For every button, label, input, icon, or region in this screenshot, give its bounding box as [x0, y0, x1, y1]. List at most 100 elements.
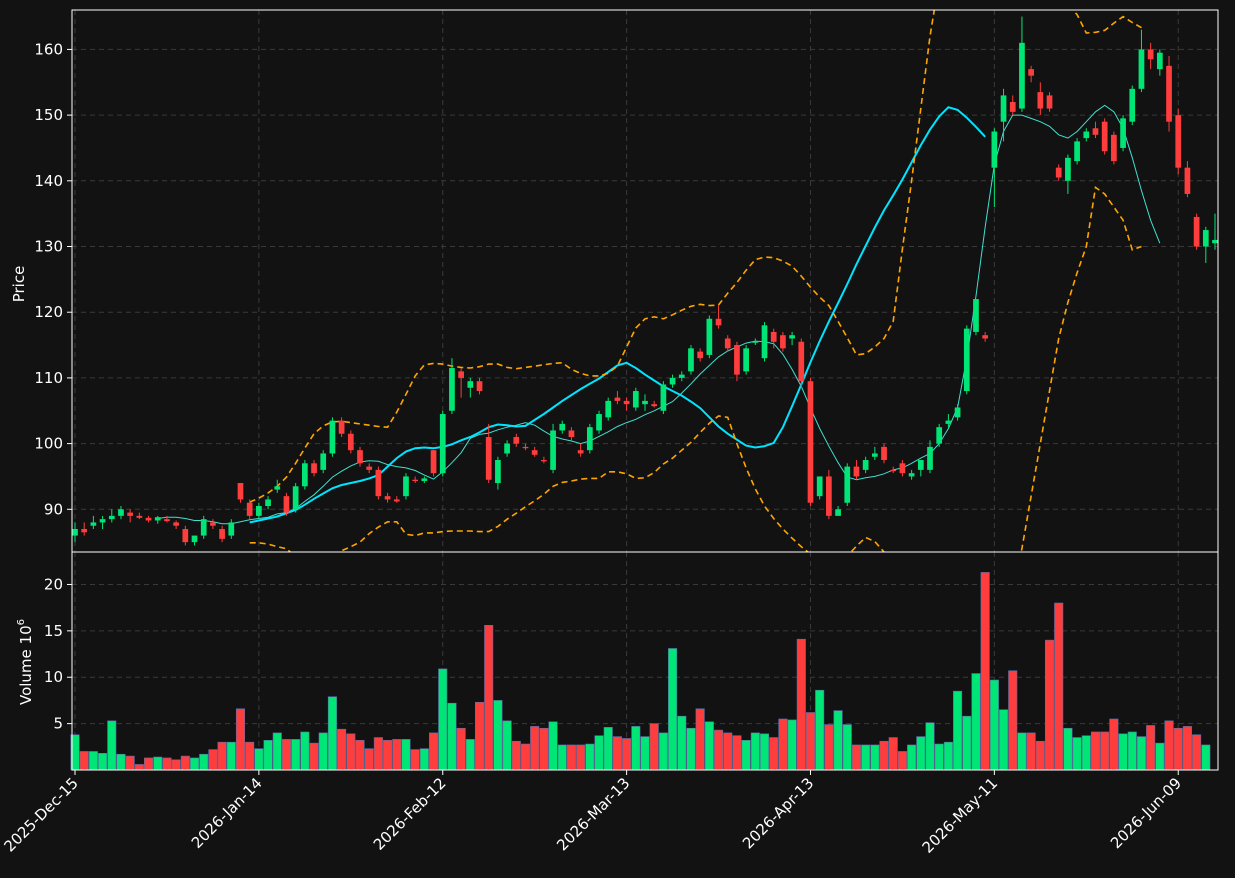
volume-bar: [144, 757, 154, 771]
candle-body: [1028, 69, 1034, 76]
volume-bar: [392, 739, 402, 771]
candle-body: [577, 450, 584, 454]
candle-body: [945, 420, 952, 424]
candle-body: [715, 318, 722, 326]
volume-bar: [419, 748, 429, 771]
candle-body: [357, 450, 363, 464]
candle-body: [917, 460, 924, 470]
volume-bar: [668, 648, 678, 771]
candle-body: [1055, 167, 1062, 178]
volume-bar: [1072, 737, 1082, 771]
volume-bar: [189, 757, 200, 771]
candle-body: [72, 529, 78, 536]
price-axis-label: Price: [10, 266, 28, 303]
volume-bar: [263, 740, 273, 771]
candle-body: [265, 499, 271, 507]
price-tick-label: 110: [34, 369, 63, 387]
candle-body: [127, 512, 134, 516]
candle-body: [118, 509, 124, 516]
candle-body: [568, 430, 575, 438]
volume-bar: [199, 753, 209, 771]
candle-body: [743, 348, 749, 372]
price-tick-label: 160: [34, 40, 63, 58]
candle-body: [200, 519, 207, 536]
candle-body: [541, 460, 547, 462]
volume-bar: [1118, 733, 1128, 771]
volume-bar: [474, 701, 485, 771]
volume-bar: [833, 710, 843, 771]
volume-panel-frame: [71, 551, 1219, 771]
volume-bar: [1044, 639, 1055, 771]
candle-body: [1101, 121, 1108, 152]
slow-moving-average-line: [249, 106, 986, 524]
volume-bar: [1026, 732, 1036, 771]
candle-body: [99, 519, 106, 523]
volume-bar: [1081, 735, 1091, 771]
volume-bar: [805, 712, 816, 771]
volume-bar: [208, 749, 218, 771]
lower-band-line: [249, 185, 1142, 552]
volume-bar: [355, 740, 365, 771]
candle-body: [669, 377, 676, 385]
volume-bar: [364, 748, 374, 771]
volume-bar: [309, 742, 319, 771]
volume-bar: [291, 739, 301, 771]
volume-bar: [622, 738, 632, 771]
candle-body: [421, 478, 428, 482]
candle-body: [495, 460, 501, 484]
volume-bar: [603, 727, 613, 771]
volume-bar: [594, 735, 604, 771]
candle-body: [734, 345, 740, 375]
candle-body: [752, 341, 759, 343]
volume-bar: [658, 732, 668, 771]
volume-bar: [548, 721, 558, 771]
candle-body: [108, 515, 115, 520]
volume-bar: [134, 764, 144, 771]
candle-body: [761, 325, 768, 359]
candle-body: [449, 368, 455, 411]
volume-bar: [1192, 734, 1202, 771]
candle-body: [770, 331, 777, 342]
candle-body: [678, 374, 685, 378]
candle-body: [347, 433, 354, 451]
volume-bar: [759, 733, 770, 771]
candle-body: [210, 522, 216, 526]
candle-body: [1083, 131, 1090, 139]
volume-bar: [686, 727, 696, 771]
candle-body: [301, 463, 308, 487]
volume-bar: [1054, 602, 1064, 771]
volume-bar: [971, 673, 981, 771]
volume-bar: [116, 753, 126, 771]
volume-bar: [1063, 727, 1073, 771]
volume-bar: [337, 728, 347, 771]
candle-body: [412, 479, 419, 482]
volume-bar: [631, 726, 641, 771]
volume-bar: [677, 715, 687, 771]
volume-bar: [511, 740, 521, 771]
volume-tick-label: 5: [53, 715, 63, 733]
candle-body: [586, 427, 593, 451]
candle-body: [890, 469, 897, 472]
volume-bar: [934, 743, 944, 771]
candle-body: [1009, 101, 1016, 112]
volume-bar: [438, 668, 448, 771]
candle-body: [1138, 49, 1145, 89]
candle-body: [182, 529, 189, 543]
candle-body: [384, 496, 391, 500]
volume-bar: [217, 741, 227, 771]
candle-body: [513, 437, 520, 444]
candle-body: [476, 381, 483, 392]
volume-bar: [281, 739, 291, 771]
volume-tick-label: 10: [44, 668, 63, 686]
volume-bar: [530, 726, 540, 771]
candle-body: [982, 335, 989, 339]
candle-body: [605, 400, 612, 418]
candle-body: [642, 400, 648, 405]
candle-body: [963, 328, 970, 392]
candle-body: [780, 335, 786, 349]
candle-body: [145, 517, 152, 521]
candle-body: [522, 446, 529, 449]
candle-body: [697, 351, 704, 359]
candle-body: [1193, 216, 1200, 247]
